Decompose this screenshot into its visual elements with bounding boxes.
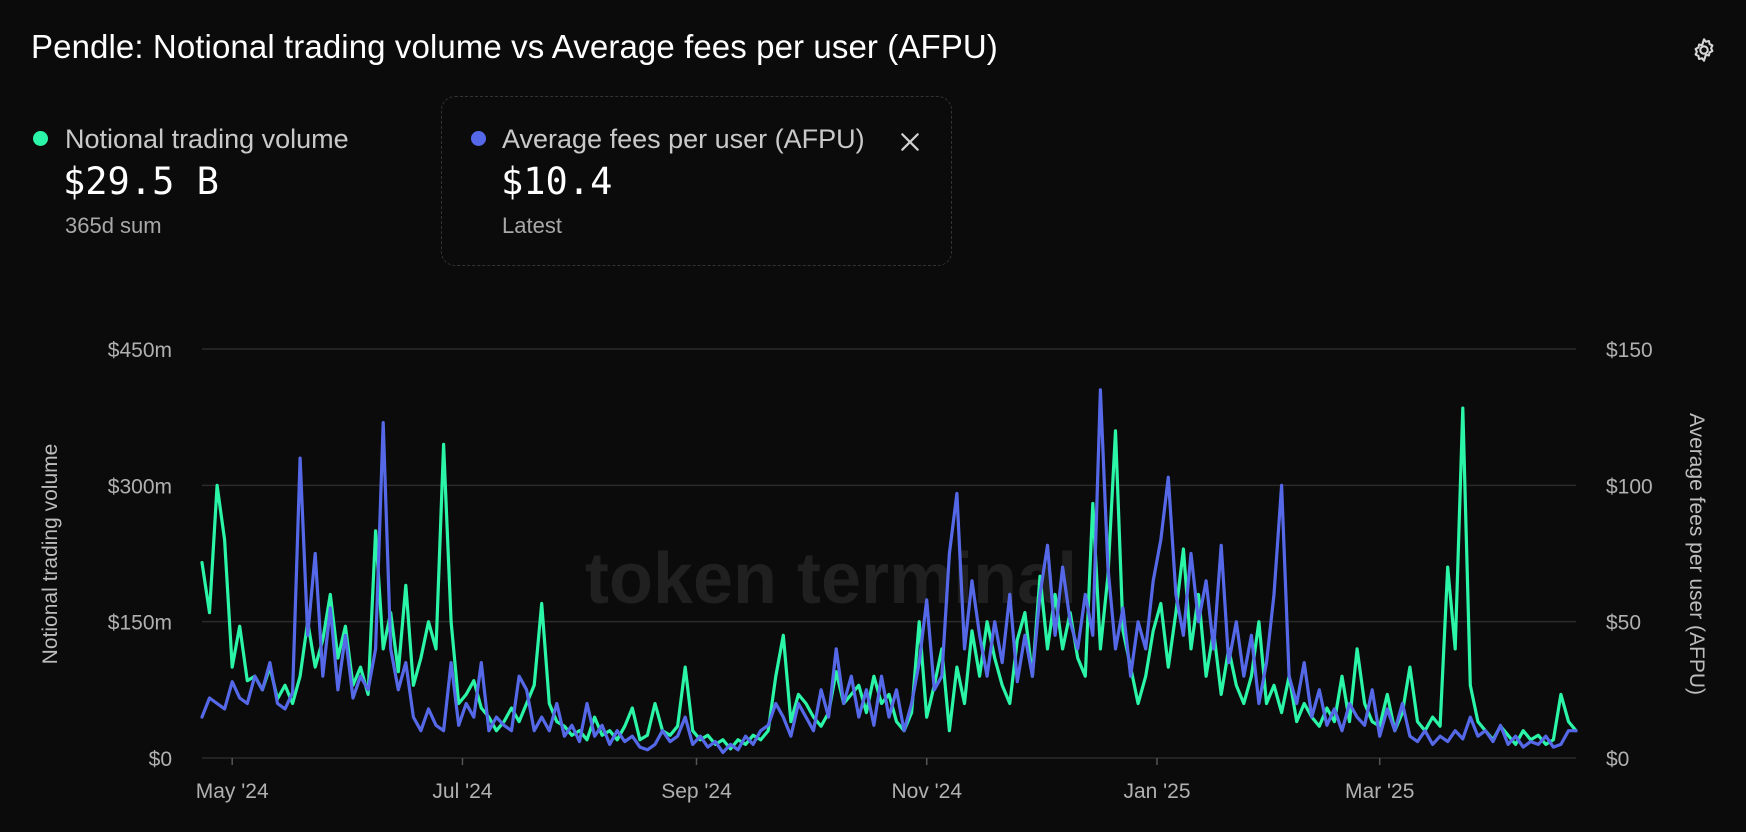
- series-line-afpu[interactable]: [200, 388, 1578, 755]
- x-tick-label: Mar '25: [1345, 780, 1414, 803]
- x-tick-label: Nov '24: [891, 780, 962, 803]
- legend-dot-icon: [471, 131, 486, 146]
- gear-icon[interactable]: [1690, 36, 1718, 64]
- y-right-tick-label: $150: [1606, 339, 1653, 362]
- y-left-axis-title: Notional trading volume: [39, 444, 62, 665]
- metric-label: Average fees per user (AFPU): [502, 124, 865, 154]
- series-line-notional-volume[interactable]: [200, 406, 1578, 751]
- watermark: token terminal: [585, 539, 1077, 619]
- metric-notional-volume[interactable]: Notional trading volume $29.5 B 365d sum: [32, 120, 412, 250]
- legend-dot-icon: [33, 131, 48, 146]
- y-left-tick-label: $150m: [108, 612, 172, 635]
- y-left-tick-label: $300m: [108, 475, 172, 498]
- metric-value: $29.5 B: [63, 160, 219, 203]
- metric-label: Notional trading volume: [65, 124, 349, 154]
- metric-afpu[interactable]: Average fees per user (AFPU) $10.4 Lates…: [441, 96, 952, 266]
- y-right-tick-label: $0: [1606, 748, 1629, 771]
- x-tick-label: Jul '24: [432, 780, 492, 803]
- y-left-tick-label: $0: [149, 748, 172, 771]
- x-tick-label: Jan '25: [1123, 780, 1190, 803]
- x-tick-label: Sep '24: [661, 780, 732, 803]
- x-tick-label: May '24: [196, 780, 269, 803]
- metric-sub: Latest: [502, 213, 562, 238]
- y-right-axis-title: Average fees per user (AFPU): [1685, 413, 1708, 695]
- y-right-tick-label: $100: [1606, 475, 1653, 498]
- metric-value: $10.4: [501, 160, 613, 203]
- y-right-tick-label: $50: [1606, 612, 1641, 635]
- page-title: Pendle: Notional trading volume vs Avera…: [31, 28, 998, 65]
- metric-sub: 365d sum: [65, 213, 162, 238]
- y-left-tick-label: $450m: [108, 339, 172, 362]
- close-icon[interactable]: [899, 131, 921, 153]
